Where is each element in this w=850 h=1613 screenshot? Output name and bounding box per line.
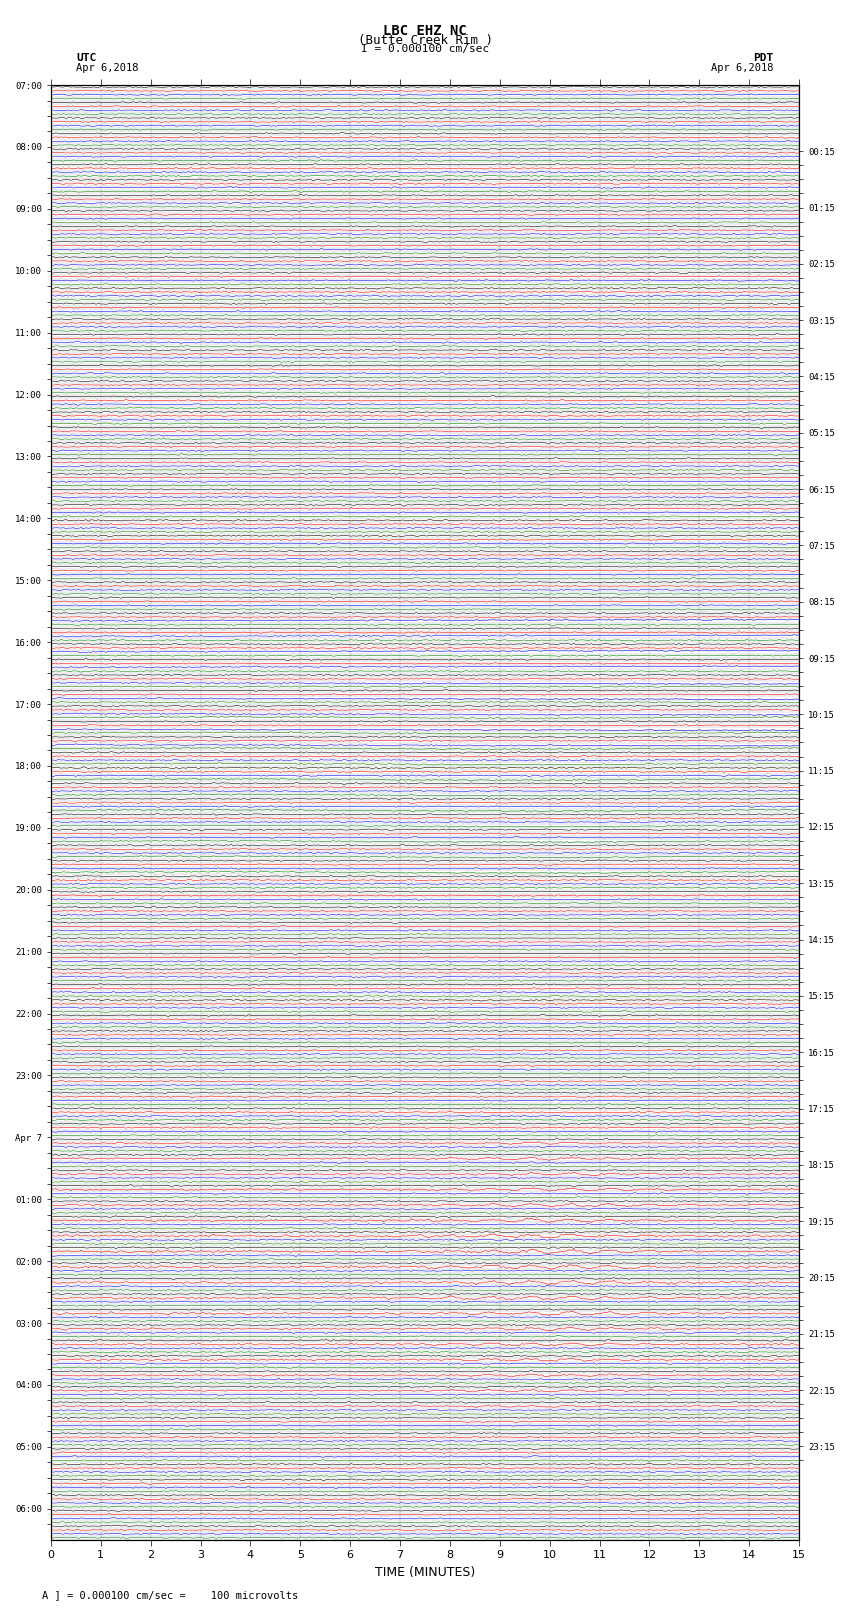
Text: I = 0.000100 cm/sec: I = 0.000100 cm/sec bbox=[361, 44, 489, 53]
Text: LBC EHZ NC: LBC EHZ NC bbox=[383, 24, 467, 39]
Text: A ] = 0.000100 cm/sec =    100 microvolts: A ] = 0.000100 cm/sec = 100 microvolts bbox=[42, 1590, 298, 1600]
X-axis label: TIME (MINUTES): TIME (MINUTES) bbox=[375, 1566, 475, 1579]
Text: (Butte Creek Rim ): (Butte Creek Rim ) bbox=[358, 34, 492, 47]
Text: PDT: PDT bbox=[753, 53, 774, 63]
Text: Apr 6,2018: Apr 6,2018 bbox=[76, 63, 139, 73]
Text: UTC: UTC bbox=[76, 53, 97, 63]
Text: Apr 6,2018: Apr 6,2018 bbox=[711, 63, 774, 73]
